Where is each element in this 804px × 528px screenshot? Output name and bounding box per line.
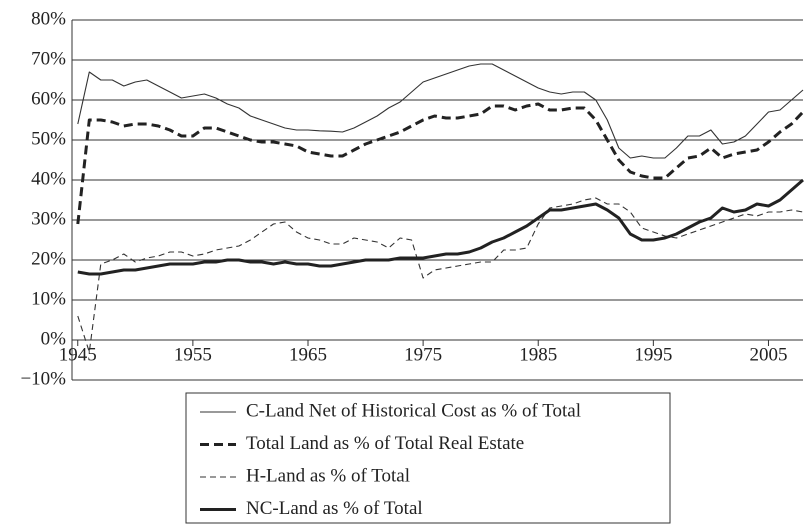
x-tick-label: 1985 — [519, 344, 557, 365]
x-tick-label: 1945 — [59, 344, 97, 365]
y-tick-label: −10% — [20, 368, 66, 389]
x-tick-label: 1965 — [289, 344, 327, 365]
legend-box — [185, 392, 671, 524]
y-tick-label: 20% — [31, 248, 66, 269]
y-tick-label: 80% — [31, 8, 66, 29]
x-tick-label: 1955 — [174, 344, 212, 365]
y-tick-label: 60% — [31, 88, 66, 109]
y-tick-label: 40% — [31, 168, 66, 189]
x-tick-label: 1995 — [634, 344, 672, 365]
y-tick-label: 70% — [31, 48, 66, 69]
series-line — [77, 197, 804, 353]
y-tick-label: 30% — [31, 208, 66, 229]
y-tick-label: 10% — [31, 288, 66, 309]
legend-label: NC-Land as % of Total — [246, 498, 423, 519]
series-line — [77, 178, 804, 276]
x-tick-label: 1975 — [404, 344, 442, 365]
x-tick-label: 2005 — [749, 344, 787, 365]
series-line — [77, 63, 804, 159]
legend-label: H-Land as % of Total — [246, 465, 410, 486]
legend-label: C-Land Net of Historical Cost as % of To… — [246, 400, 581, 421]
y-tick-label: 0% — [41, 328, 67, 349]
series-line — [76, 102, 804, 225]
y-tick-label: 50% — [31, 128, 66, 149]
legend-label: Total Land as % of Total Real Estate — [246, 433, 524, 454]
